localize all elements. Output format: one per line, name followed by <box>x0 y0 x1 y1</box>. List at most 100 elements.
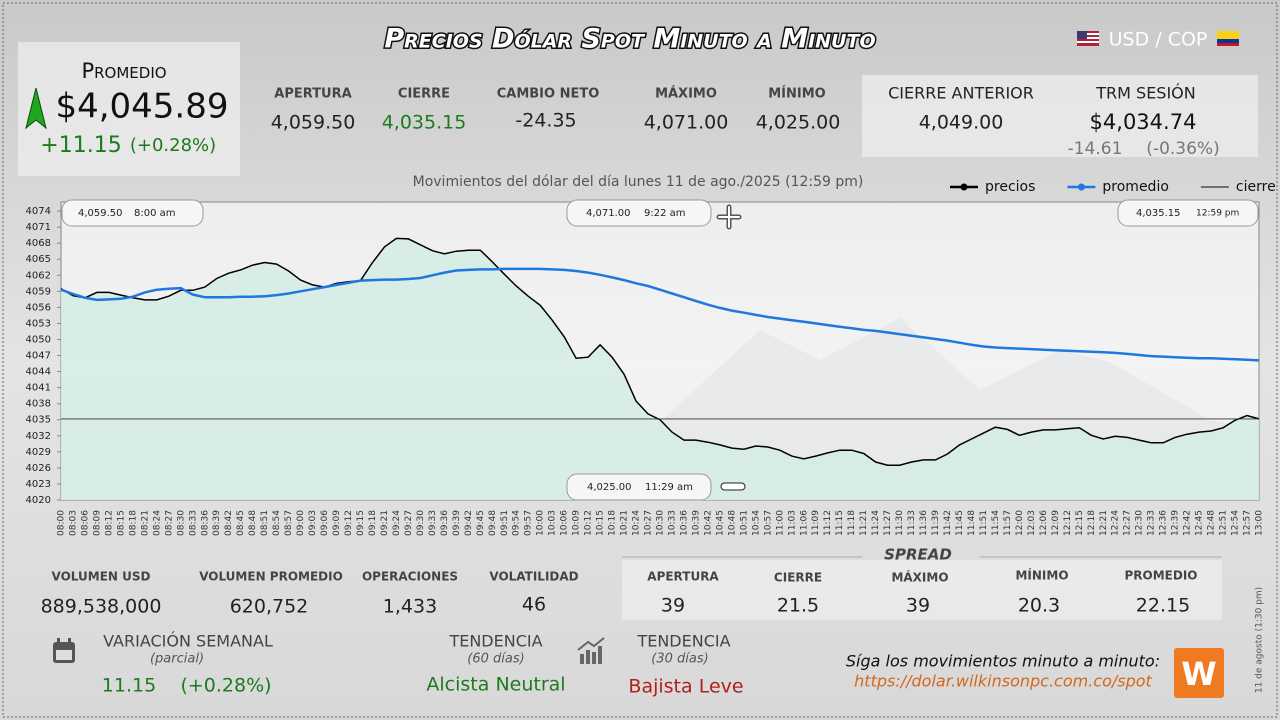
spread-panel <box>622 560 1222 620</box>
x-tick-label: 08:06 <box>80 510 90 536</box>
spread-label: MÍNIMO <box>1015 568 1068 583</box>
x-tick-label: 11:36 <box>919 510 929 536</box>
x-tick-label: 12:15 <box>1075 510 1085 536</box>
legend-label: promedio <box>1102 179 1169 195</box>
x-tick-label: 11:30 <box>895 510 905 536</box>
x-tick-label: 10:33 <box>667 510 677 536</box>
x-tick-label: 10:39 <box>691 510 701 536</box>
x-tick-label: 10:03 <box>548 510 558 536</box>
x-tick-label: 09:57 <box>524 510 534 536</box>
x-tick-label: 08:15 <box>116 510 126 536</box>
legend-label: cierre <box>1236 179 1276 195</box>
weekly-note: (parcial) <box>150 652 204 667</box>
x-tick-label: 11:15 <box>835 510 845 536</box>
x-tick-label: 09:30 <box>416 510 426 536</box>
trend-period: (30 días) <box>651 652 708 667</box>
spread-value: 22.15 <box>1136 595 1190 617</box>
series-line <box>60 237 1260 466</box>
x-tick-label: 08:54 <box>272 510 282 536</box>
x-tick-label: 08:03 <box>68 510 78 536</box>
x-tick-label: 12:33 <box>1147 510 1157 536</box>
annotation-price: 4,059.50 <box>78 208 123 219</box>
x-tick-label: 09:36 <box>440 510 450 536</box>
x-tick-label: 12:24 <box>1111 510 1121 536</box>
x-tick-label: 08:21 <box>140 510 150 536</box>
y-tick-label: 4041 <box>26 383 51 394</box>
x-tick-label: 09:21 <box>380 510 390 536</box>
y-tick-label: 4059 <box>26 286 51 297</box>
volume-label: VOLATILIDAD <box>489 570 578 584</box>
trm-label: TRM SESIÓN <box>1095 84 1195 103</box>
x-tick-label: 10:42 <box>703 510 713 536</box>
x-tick-label: 08:18 <box>128 510 138 536</box>
promedio-change: +11.15 <box>40 133 121 158</box>
spread-label: APERTURA <box>647 570 719 584</box>
y-tick-label: 4029 <box>26 447 51 458</box>
x-tick-label: 12:57 <box>1243 510 1253 536</box>
volume-value: 889,538,000 <box>41 596 162 618</box>
legend-marker <box>960 183 968 191</box>
x-tick-label: 11:24 <box>871 510 881 536</box>
logo <box>1174 648 1224 698</box>
y-tick-label: 4050 <box>26 334 51 345</box>
x-tick-label: 08:36 <box>200 510 210 536</box>
stat-label: MÍNIMO <box>768 86 825 102</box>
x-tick-label: 10:09 <box>572 510 582 536</box>
y-tick-label: 4023 <box>26 479 51 490</box>
x-tick-label: 10:30 <box>656 510 666 536</box>
annotation-price: 4,035.15 <box>1136 208 1181 219</box>
footer-link[interactable]: https://dolar.wilkinsonpc.com.co/spot <box>854 672 1152 691</box>
y-tick-label: 4032 <box>26 431 51 442</box>
x-tick-label: 11:00 <box>775 510 785 536</box>
stat-value: 4,059.50 <box>271 112 356 134</box>
x-tick-label: 12:03 <box>1027 510 1037 536</box>
x-tick-label: 12:39 <box>1171 510 1181 536</box>
x-tick-label: 09:09 <box>332 510 342 536</box>
stat-label: CAMBIO NETO <box>497 87 600 102</box>
trend-icon <box>577 637 605 664</box>
spread-label: MÁXIMO <box>891 570 948 585</box>
spread-title: SPREAD <box>884 546 952 564</box>
previous-value: 4,049.00 <box>919 112 1004 134</box>
x-tick-label: 09:12 <box>344 510 354 536</box>
previous-panel <box>862 75 1258 157</box>
x-tick-label: 10:36 <box>679 510 689 536</box>
x-tick-label: 10:06 <box>560 510 570 536</box>
annotation-time: 11:29 am <box>645 482 693 493</box>
x-tick-label: 12:30 <box>1135 510 1145 536</box>
legend-label: precios <box>985 179 1035 195</box>
title: Precios Dólar Spot Minuto a Minuto <box>384 24 875 55</box>
x-tick-label: 09:00 <box>296 510 306 536</box>
x-tick-label: 12:18 <box>1087 510 1097 536</box>
x-tick-label: 10:12 <box>584 510 594 536</box>
chart: 4020 4023 4026 4029 4032 4035 4038 4041 4044 4047… <box>26 206 1265 536</box>
x-tick-label: 09:45 <box>476 510 486 536</box>
x-tick-label: 12:27 <box>1123 510 1133 536</box>
trend-label: TENDENCIA <box>636 632 730 651</box>
x-tick-label: 09:27 <box>404 510 414 536</box>
volume-label: OPERACIONES <box>362 570 458 584</box>
weekly-pct: (+0.28%) <box>180 675 271 697</box>
stamp: 11 de agosto (1:30 pm) <box>1255 587 1265 693</box>
y-tick-label: 4020 <box>26 495 51 506</box>
stat-value: 4,071.00 <box>644 112 729 134</box>
x-tick-label: 11:42 <box>943 510 953 536</box>
x-tick-label: 10:54 <box>751 510 761 536</box>
x-tick-label: 12:51 <box>1219 510 1229 536</box>
trend-label: TENDENCIA <box>448 632 542 651</box>
x-tick-label: 09:39 <box>452 510 462 536</box>
stat-value: 4,025.00 <box>756 112 841 134</box>
x-tick-label: 10:15 <box>596 510 606 536</box>
volume-value: 46 <box>522 594 546 616</box>
x-tick-label: 09:33 <box>428 510 438 536</box>
x-tick-label: 10:57 <box>763 510 773 536</box>
x-tick-label: 11:57 <box>1003 510 1013 536</box>
spread-value: 39 <box>906 595 930 617</box>
y-tick-label: 4074 <box>26 206 51 217</box>
x-tick-label: 12:21 <box>1099 510 1109 536</box>
x-tick-label: 08:12 <box>104 510 114 536</box>
y-tick-label: 4053 <box>26 318 51 329</box>
x-tick-label: 09:48 <box>488 510 498 536</box>
x-tick-label: 11:06 <box>799 510 809 536</box>
x-tick-label: 12:09 <box>1051 510 1061 536</box>
